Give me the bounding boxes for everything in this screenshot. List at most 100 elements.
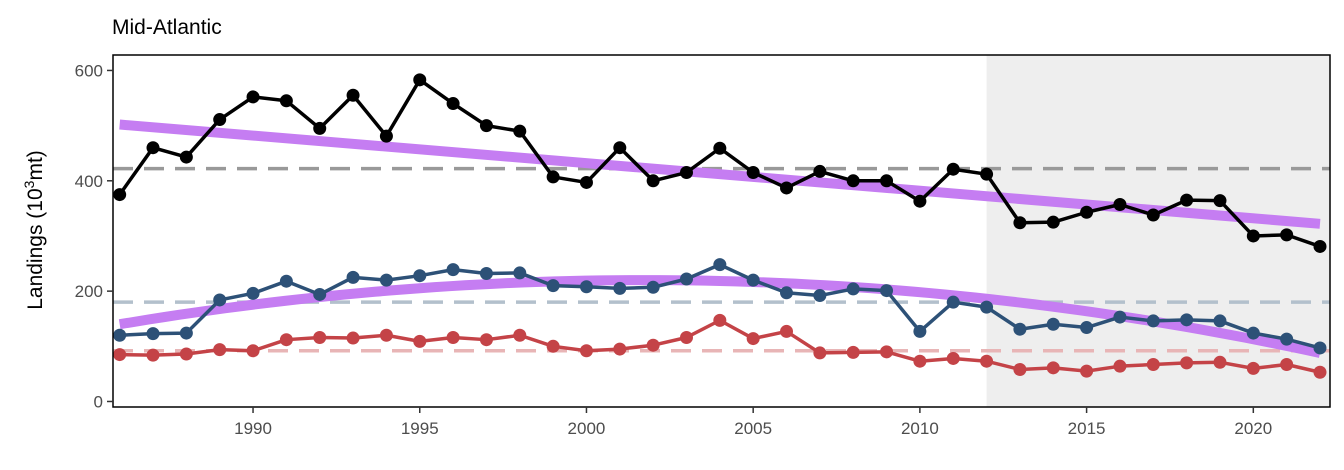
data-point bbox=[513, 266, 527, 280]
data-point bbox=[1313, 239, 1327, 253]
y-axis-title-suffix: mt) bbox=[24, 150, 47, 180]
data-point bbox=[546, 279, 560, 293]
data-point bbox=[113, 348, 127, 362]
plot-area: 1990 1995 2000 2005 2010 2015 2020 0 200 400 600 bbox=[75, 54, 1331, 438]
data-point bbox=[1013, 322, 1027, 336]
data-point bbox=[179, 150, 193, 164]
data-point bbox=[413, 73, 427, 87]
data-point bbox=[1113, 310, 1127, 324]
data-point bbox=[679, 330, 693, 344]
data-point bbox=[146, 327, 160, 341]
y-tick-label: 200 bbox=[75, 282, 103, 301]
data-point bbox=[880, 284, 894, 298]
data-point bbox=[213, 343, 227, 357]
data-point bbox=[1080, 364, 1094, 378]
data-point bbox=[1213, 314, 1227, 328]
data-point bbox=[1080, 321, 1094, 335]
data-point bbox=[479, 266, 493, 280]
data-point bbox=[980, 354, 994, 368]
data-point bbox=[613, 342, 627, 356]
data-point bbox=[713, 258, 727, 272]
data-point bbox=[1046, 215, 1060, 229]
data-point bbox=[780, 324, 794, 338]
series-2 bbox=[113, 258, 1327, 355]
series-1 bbox=[113, 73, 1327, 253]
data-point bbox=[1146, 314, 1160, 328]
data-point bbox=[113, 188, 127, 202]
data-point bbox=[880, 174, 894, 188]
data-point bbox=[546, 170, 560, 184]
data-point bbox=[279, 94, 293, 108]
data-point bbox=[1213, 194, 1227, 208]
data-point bbox=[746, 332, 760, 346]
x-tick-label: 2020 bbox=[1234, 419, 1272, 438]
data-point bbox=[579, 280, 593, 294]
data-point bbox=[246, 90, 260, 104]
data-point bbox=[946, 351, 960, 365]
data-point bbox=[980, 167, 994, 181]
data-point bbox=[713, 141, 727, 155]
data-point bbox=[846, 282, 860, 296]
data-point bbox=[913, 194, 927, 208]
chart-title: Mid-Atlantic bbox=[112, 16, 222, 39]
x-tick-label: 2015 bbox=[1068, 419, 1106, 438]
data-point bbox=[179, 347, 193, 361]
data-point bbox=[1313, 365, 1327, 379]
data-point bbox=[846, 345, 860, 359]
data-point bbox=[646, 338, 660, 352]
y-tick-label: 600 bbox=[75, 61, 103, 80]
data-point bbox=[1280, 228, 1294, 242]
data-point bbox=[146, 348, 160, 362]
y-axis-title-main: Landings (10 bbox=[24, 188, 47, 309]
data-point bbox=[679, 166, 693, 180]
data-point bbox=[213, 113, 227, 127]
data-point bbox=[980, 300, 994, 314]
data-point bbox=[1046, 361, 1060, 375]
data-point bbox=[613, 281, 627, 295]
data-point bbox=[1280, 332, 1294, 346]
data-point bbox=[746, 273, 760, 287]
x-tick-label: 1995 bbox=[401, 419, 439, 438]
data-point bbox=[246, 344, 260, 358]
y-tick-label: 0 bbox=[94, 392, 103, 411]
data-point bbox=[1113, 359, 1127, 373]
data-point bbox=[1313, 341, 1327, 355]
shaded-region bbox=[986, 55, 1330, 407]
data-point bbox=[1013, 362, 1027, 376]
data-point bbox=[546, 339, 560, 353]
data-point bbox=[579, 344, 593, 358]
data-point bbox=[846, 174, 860, 188]
data-point bbox=[780, 181, 794, 195]
data-point bbox=[679, 272, 693, 286]
data-point bbox=[313, 330, 327, 344]
data-point bbox=[479, 119, 493, 133]
data-point bbox=[446, 330, 460, 344]
data-point bbox=[379, 273, 393, 287]
x-tick-label: 2005 bbox=[734, 419, 772, 438]
data-point bbox=[346, 331, 360, 345]
data-point bbox=[113, 328, 127, 342]
data-point bbox=[346, 88, 360, 102]
data-point bbox=[446, 97, 460, 111]
data-point bbox=[1213, 355, 1227, 369]
data-point bbox=[813, 164, 827, 178]
y-axis-title: Landings (103mt) bbox=[21, 150, 47, 310]
data-point bbox=[1246, 361, 1260, 375]
data-point bbox=[179, 326, 193, 340]
data-point bbox=[1146, 208, 1160, 222]
data-point bbox=[413, 269, 427, 283]
data-point bbox=[646, 174, 660, 188]
data-point bbox=[1246, 326, 1260, 340]
data-point bbox=[946, 162, 960, 176]
data-point bbox=[1180, 193, 1194, 207]
x-tick-label: 1990 bbox=[234, 419, 272, 438]
y-tick-label: 400 bbox=[75, 172, 103, 191]
data-point bbox=[1013, 216, 1027, 230]
data-point bbox=[413, 334, 427, 348]
data-point bbox=[646, 280, 660, 294]
data-point bbox=[313, 121, 327, 135]
data-point bbox=[313, 287, 327, 301]
data-point bbox=[513, 124, 527, 138]
data-point bbox=[379, 328, 393, 342]
